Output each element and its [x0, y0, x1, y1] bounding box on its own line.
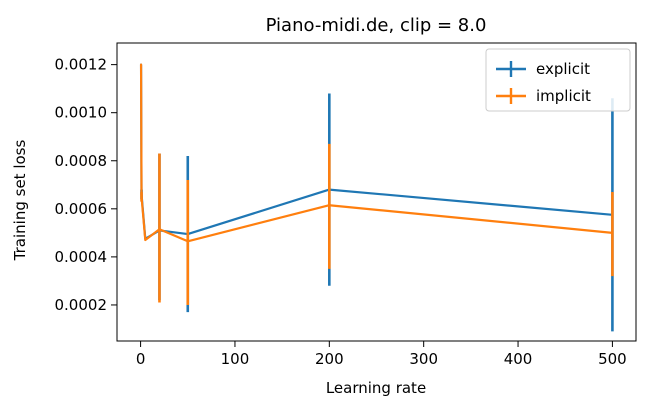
y-axis-label: Training set loss [11, 140, 29, 262]
x-tick-label: 300 [409, 350, 438, 368]
y-tick-label: 0.0012 [55, 56, 108, 74]
chart-title: Piano-midi.de, clip = 8.0 [266, 15, 487, 36]
x-tick-label: 200 [315, 350, 344, 368]
chart-legend: explicit implicit [486, 49, 630, 111]
y-tick-label: 0.0004 [55, 248, 108, 266]
legend-label-implicit: implicit [536, 87, 591, 105]
x-tick-label: 100 [221, 350, 250, 368]
legend-label-explicit: explicit [536, 60, 590, 78]
x-axis-label: Learning rate [326, 379, 426, 397]
y-tick-label: 0.0008 [55, 152, 108, 170]
y-tick-label: 0.0010 [55, 104, 108, 122]
y-tick-label: 0.0002 [55, 296, 108, 314]
x-tick-label: 400 [504, 350, 533, 368]
x-tick-label: 500 [598, 350, 627, 368]
y-tick-label: 0.0006 [55, 200, 108, 218]
x-tick-label: 0 [136, 350, 146, 368]
